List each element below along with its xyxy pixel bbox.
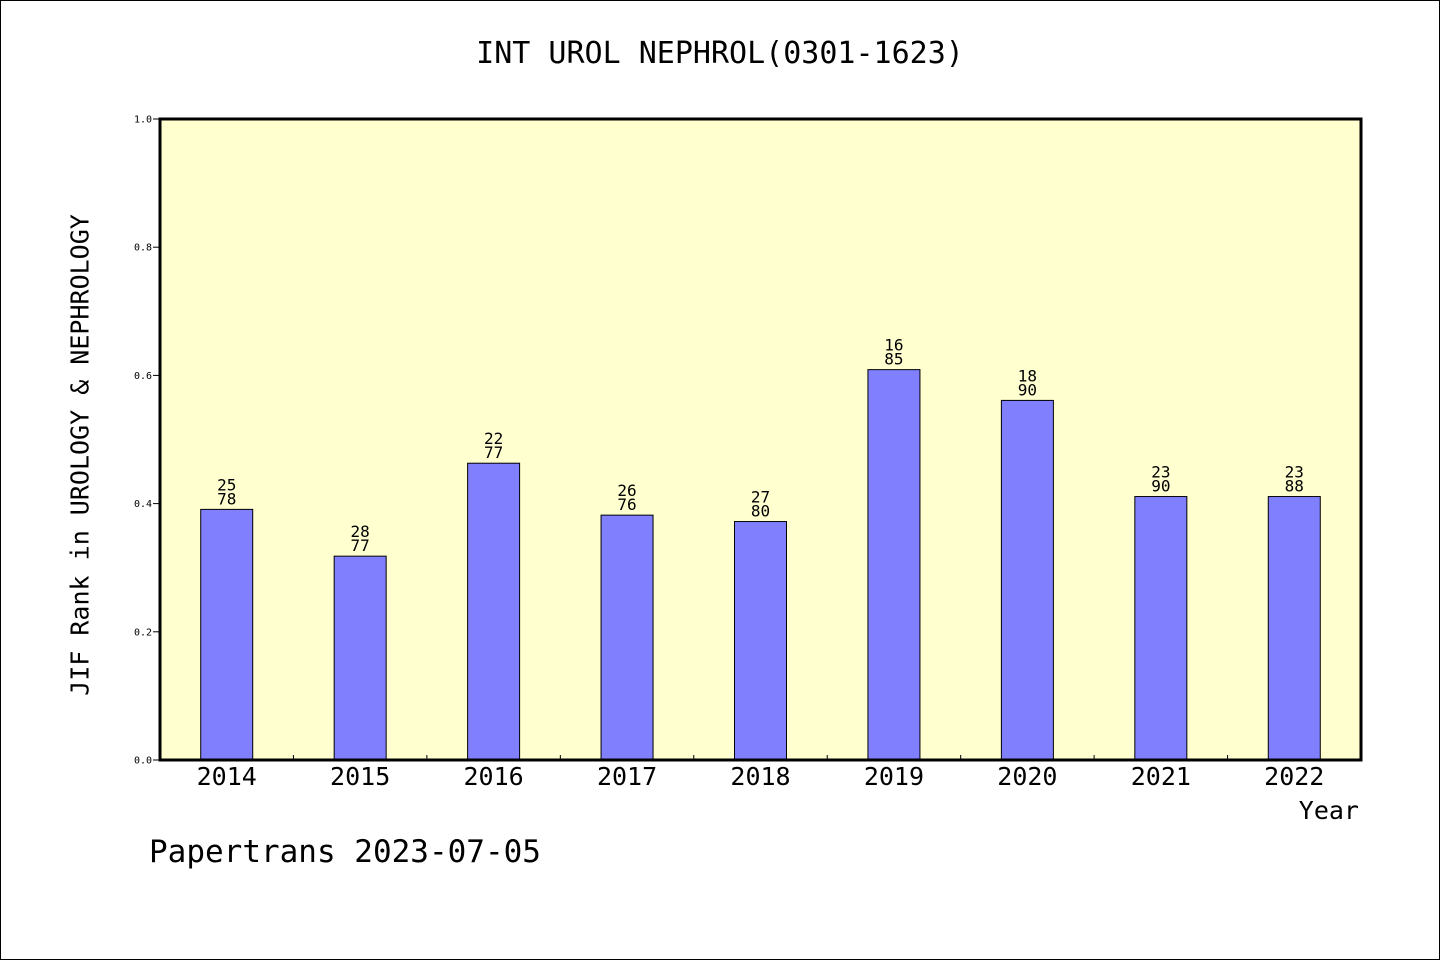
bar-2022 xyxy=(1267,496,1321,761)
x-tick-label: 2018 xyxy=(730,762,790,791)
x-axis-label: Year xyxy=(1298,796,1359,825)
x-tick-label: 2022 xyxy=(1264,762,1324,791)
bar-rank-label: 26 xyxy=(617,481,636,500)
bar-rank-label: 27 xyxy=(751,488,770,507)
bar-total-label: 77 xyxy=(351,536,370,555)
bar-total-label: 77 xyxy=(484,443,503,462)
x-tick-label: 2021 xyxy=(1131,762,1191,791)
bar-total-label: 80 xyxy=(751,502,770,521)
x-tick-label: 2015 xyxy=(330,762,390,791)
x-tick-label: 2016 xyxy=(464,762,524,791)
bar-2017 xyxy=(600,514,654,761)
x-tick-label: 2019 xyxy=(864,762,924,791)
bar-2020 xyxy=(1000,399,1054,761)
bar-2021 xyxy=(1134,496,1188,761)
chart-title: INT UROL NEPHROL(0301-1623) xyxy=(476,36,964,71)
bar-rank-label: 23 xyxy=(1151,463,1170,482)
y-tick-label: 0.6 xyxy=(134,371,152,382)
y-tick-label: 0.4 xyxy=(134,499,152,510)
y-tick-label: 0.8 xyxy=(134,243,152,254)
bar-total-label: 90 xyxy=(1151,477,1170,496)
bar-total-label: 78 xyxy=(217,489,236,508)
footer-credit: Papertrans 2023-07-05 xyxy=(149,834,541,870)
y-tick-label: 1.0 xyxy=(134,115,152,126)
bar-rank-label: 28 xyxy=(351,522,370,541)
plot-frame xyxy=(158,117,1363,762)
y-tick-label: 0.2 xyxy=(134,627,152,638)
bar-total-label: 90 xyxy=(1018,380,1037,399)
bar-2015 xyxy=(333,555,387,761)
bar-rank-label: 18 xyxy=(1018,366,1037,385)
bar-rank-label: 23 xyxy=(1285,463,1304,482)
bar-total-label: 85 xyxy=(884,350,903,369)
bar-rank-label: 25 xyxy=(217,475,236,494)
bar-total-label: 76 xyxy=(617,495,636,514)
x-tick-label: 2020 xyxy=(997,762,1057,791)
bar-rank-label: 16 xyxy=(884,336,903,355)
bar-total-label: 88 xyxy=(1285,477,1304,496)
bar-rank-label: 22 xyxy=(484,429,503,448)
x-tick-label: 2014 xyxy=(197,762,257,791)
x-tick-label: 2017 xyxy=(597,762,657,791)
bar-2018 xyxy=(734,521,787,761)
bar-2014 xyxy=(200,508,254,761)
bar-2019 xyxy=(867,369,921,761)
y-tick-label: 0.0 xyxy=(134,756,152,767)
bar-2016 xyxy=(467,462,521,761)
